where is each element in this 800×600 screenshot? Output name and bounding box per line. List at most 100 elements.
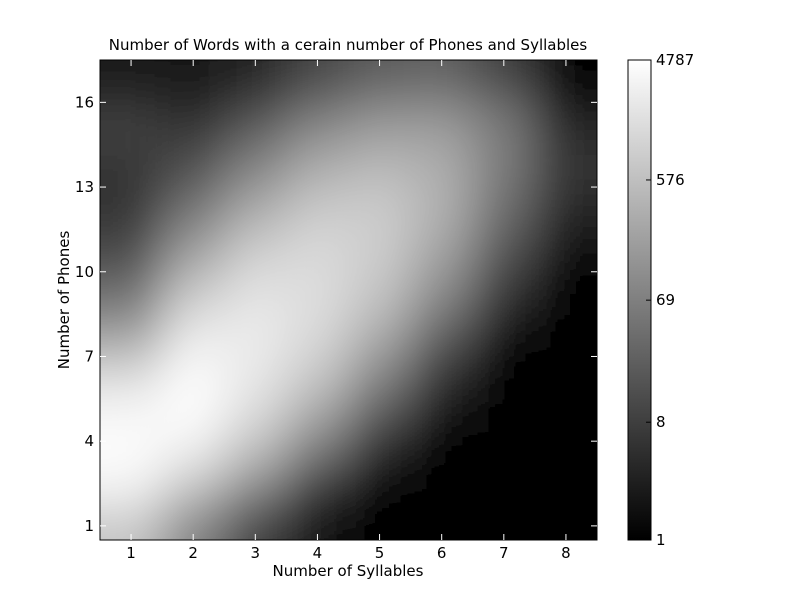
heatmap-cell: [100, 88, 163, 118]
heatmap-cell: [286, 116, 350, 146]
heatmap-cell: [162, 201, 225, 231]
heatmap-cell: [100, 342, 163, 372]
heatmap-cell: [100, 455, 163, 485]
heatmap-cell: [410, 88, 474, 118]
heatmap-cell: [410, 257, 474, 287]
heatmap-cell: [410, 427, 474, 456]
x-axis-ticks: 1 2 3 4 5 6 7 8: [126, 60, 571, 562]
heatmap-cell: [224, 483, 287, 513]
y-tick-label: 4: [84, 432, 94, 450]
heatmap-cell: [348, 314, 412, 343]
heatmap-cell: [534, 201, 597, 231]
heatmap-cell: [534, 116, 597, 146]
heatmap-cell: [348, 455, 412, 485]
colorbar-tick-label: 576: [656, 171, 685, 189]
heatmap-cell: [348, 398, 412, 428]
heatmap-cell: [472, 483, 536, 513]
heatmap-cell: [348, 144, 412, 174]
heatmap-cell: [472, 144, 536, 174]
heatmap-cell: [472, 257, 536, 287]
y-tick-label: 7: [84, 347, 94, 365]
x-tick-label: 8: [561, 544, 571, 562]
heatmap-cell: [534, 342, 597, 372]
heatmap-cell: [410, 455, 474, 485]
heatmap-cell: [286, 201, 350, 231]
heatmap-cell: [472, 314, 536, 343]
heatmap-cell: [472, 229, 536, 259]
heatmap-cell: [224, 172, 287, 202]
heatmap-cell: [472, 201, 536, 231]
heatmap-cell: [100, 483, 163, 513]
heatmap-cell: [286, 229, 350, 259]
heatmap-cell: [348, 172, 412, 202]
heatmap-cell: [534, 229, 597, 259]
heatmap-cell: [348, 229, 412, 259]
x-tick-label: 6: [437, 544, 447, 562]
heatmap-cell: [100, 427, 163, 456]
heatmap-cell: [224, 201, 287, 231]
heatmap-cell: [224, 229, 287, 259]
heatmap-cell: [224, 455, 287, 485]
colorbar-tick-label: 4787: [656, 51, 694, 69]
heatmap-cell: [472, 172, 536, 202]
heatmap-cell: [472, 427, 536, 456]
heatmap-cell: [162, 88, 225, 118]
x-tick-label: 1: [126, 544, 136, 562]
heatmap-cell: [100, 229, 163, 259]
heatmap-cell: [162, 427, 225, 456]
y-tick-label: 16: [75, 93, 94, 111]
heatmap-cell: [472, 116, 536, 146]
heatmap-cell: [410, 144, 474, 174]
heatmap-cell: [162, 257, 225, 287]
heatmap-cell: [286, 144, 350, 174]
x-tick-label: 5: [375, 544, 385, 562]
heatmap-cell: [410, 314, 474, 343]
heatmap-cell: [100, 370, 163, 400]
heatmap-cell: [534, 427, 597, 456]
heatmap-cell: [224, 144, 287, 174]
heatmap-cell: [286, 370, 350, 400]
heatmap-cell: [162, 342, 225, 372]
heatmap-cell: [472, 370, 536, 400]
heatmap-cell: [348, 201, 412, 231]
heatmap-cell: [100, 116, 163, 146]
heatmap-cell: [534, 172, 597, 202]
heatmap-cell: [472, 285, 536, 315]
heatmap-cell: [534, 455, 597, 485]
heatmap-cell: [348, 285, 412, 315]
heatmap-cell: [162, 455, 225, 485]
heatmap-cell: [286, 257, 350, 287]
x-tick-label: 3: [251, 544, 261, 562]
heatmap-cell: [162, 144, 225, 174]
heatmap-cell: [410, 201, 474, 231]
heatmap-cell: [162, 483, 225, 513]
x-tick-label: 4: [313, 544, 323, 562]
heatmap-cell: [162, 229, 225, 259]
y-axis-label: Number of Phones: [55, 231, 73, 370]
heatmap-cell: [162, 116, 225, 146]
heatmap-cell: [286, 342, 350, 372]
heatmap-cell: [410, 483, 474, 513]
heatmap-cell: [534, 285, 597, 315]
heatmap-cell: [410, 229, 474, 259]
heatmap-cell: [224, 398, 287, 428]
y-tick-label: 13: [75, 178, 94, 196]
y-tick-label: 1: [84, 517, 94, 535]
chart-title: Number of Words with a cerain number of …: [109, 36, 588, 54]
heatmap-cell: [534, 314, 597, 343]
heatmap-cell: [224, 285, 287, 315]
heatmap-cell: [100, 285, 163, 315]
heatmap-cell: [162, 370, 225, 400]
colorbar-tick-label: 69: [656, 291, 675, 309]
colorbar-ticks: 1 8 69 576 4787: [646, 51, 694, 549]
heatmap-cell: [472, 88, 536, 118]
heatmap-cell: [224, 314, 287, 343]
heatmap-cell: [286, 455, 350, 485]
heatmap-cell: [100, 511, 163, 540]
heatmap-cell: [286, 172, 350, 202]
heatmap-cell: [534, 398, 597, 428]
heatmap-cell: [348, 342, 412, 372]
heatmap-cell: [410, 370, 474, 400]
heatmap-cell: [162, 172, 225, 202]
heatmap-cell: [286, 88, 350, 118]
